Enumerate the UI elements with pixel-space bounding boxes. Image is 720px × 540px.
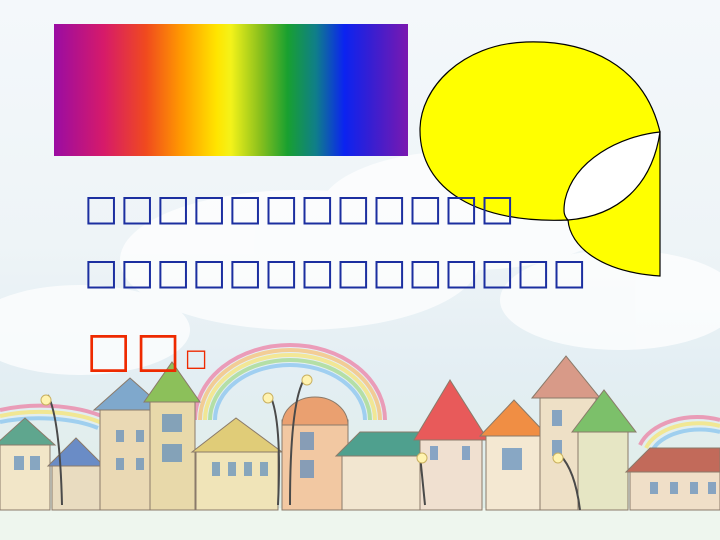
color-spectrum-bar (54, 24, 408, 156)
answer-main: □□ (86, 322, 185, 378)
yellow-crescent-shape (419, 41, 661, 277)
answer-text: □□□ (86, 322, 207, 378)
question-line-1: □□□□□□□□□□□□ (84, 188, 517, 229)
question-line-2: □□□□□□□□□□□□□□ (84, 252, 589, 293)
answer-punctuation: □ (184, 344, 208, 372)
